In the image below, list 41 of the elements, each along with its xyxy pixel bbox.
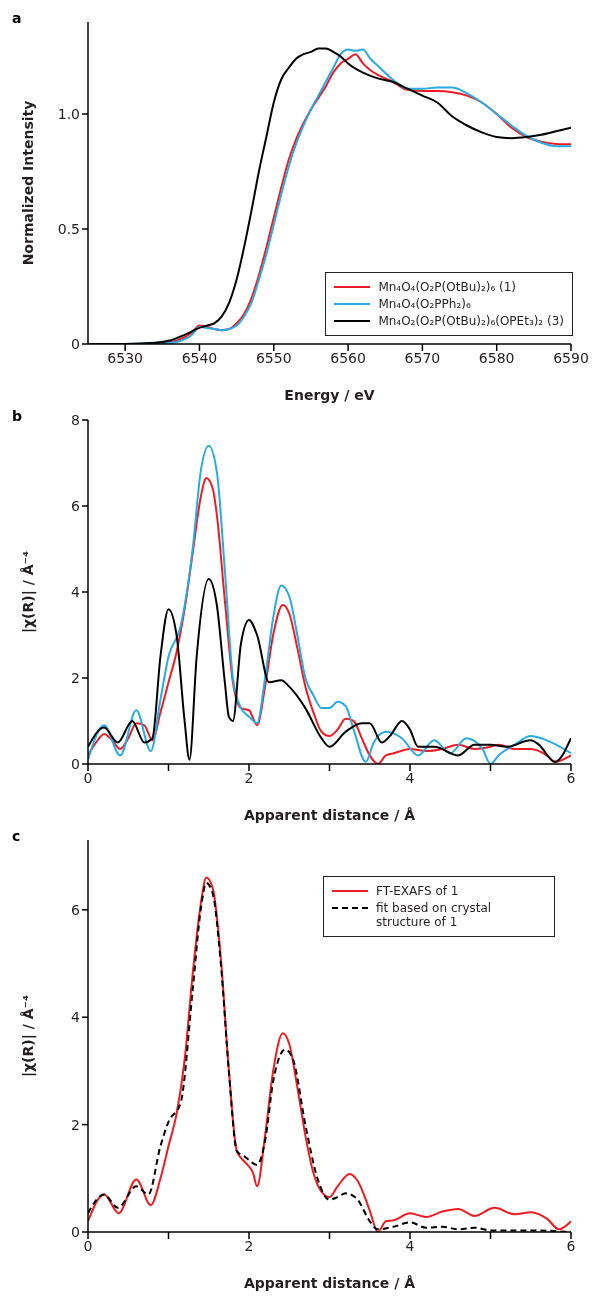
y-tick-label: 0 — [71, 335, 80, 352]
y-tick-label: 2 — [71, 1116, 80, 1133]
y-tick-label: 6 — [71, 497, 81, 514]
x-tick-label: 6 — [566, 769, 576, 786]
x-tick-label: 6580 — [478, 349, 515, 366]
y-tick-label: 4 — [71, 583, 81, 600]
legend-label: Mn₄O₂(O₂P(OtBu)₂)₆(OPEt₃)₂ (3) — [378, 314, 564, 328]
x-axis-title: Apparent distance / Å — [243, 1275, 416, 1291]
x-tick-label: 6540 — [181, 349, 218, 366]
legend-label: Mn₄O₄(O₂P(OtBu)₂)₆ (1) — [378, 280, 517, 294]
x-axis-title: Apparent distance / Å — [243, 807, 416, 823]
y-tick-label: 2 — [71, 669, 80, 686]
x-tick-label: 0 — [83, 769, 93, 786]
legend-label: Mn₄O₄(O₂PPh₂)₆ — [378, 297, 471, 311]
y-axis-title: Normalized Intensity — [19, 100, 36, 266]
y-tick-label: 0 — [71, 1223, 80, 1240]
x-tick-label: 4 — [405, 769, 415, 786]
x-tick-label: 6550 — [255, 349, 292, 366]
chart-title: c — [12, 828, 21, 844]
legend-label: FT-EXAFS of 1 — [376, 884, 459, 898]
x-tick-label: 4 — [405, 1237, 415, 1254]
y-tick-label: 0.5 — [57, 220, 80, 237]
y-tick-label: 0 — [71, 755, 80, 772]
x-tick-label: 2 — [244, 1237, 254, 1254]
y-tick-label: 1.0 — [57, 105, 80, 122]
x-axis-title: Energy / eV — [284, 387, 375, 403]
x-tick-label: 6590 — [553, 349, 589, 366]
x-tick-label: 2 — [244, 769, 254, 786]
x-tick-label: 0 — [83, 1237, 93, 1254]
y-tick-label: 4 — [71, 1009, 81, 1026]
x-tick-label: 6 — [566, 1237, 576, 1254]
chart-title: b — [12, 408, 23, 424]
chart-title: a — [12, 10, 22, 26]
y-tick-label: 8 — [71, 411, 80, 428]
y-axis-title: |χ(R)| / Å⁻⁴ — [19, 994, 37, 1078]
y-tick-label: 6 — [71, 901, 81, 918]
x-tick-label: 6560 — [330, 349, 366, 366]
y-axis-title: |χ(R)| / Å⁻⁴ — [19, 550, 37, 634]
x-tick-label: 6530 — [107, 349, 143, 366]
legend-label: fit based on crystal structure of 1 — [376, 901, 493, 929]
x-tick-label: 6570 — [404, 349, 441, 366]
